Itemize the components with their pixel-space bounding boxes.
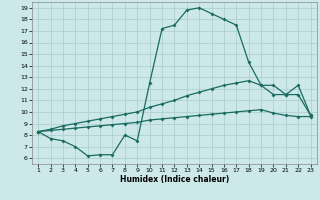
X-axis label: Humidex (Indice chaleur): Humidex (Indice chaleur) [120, 175, 229, 184]
